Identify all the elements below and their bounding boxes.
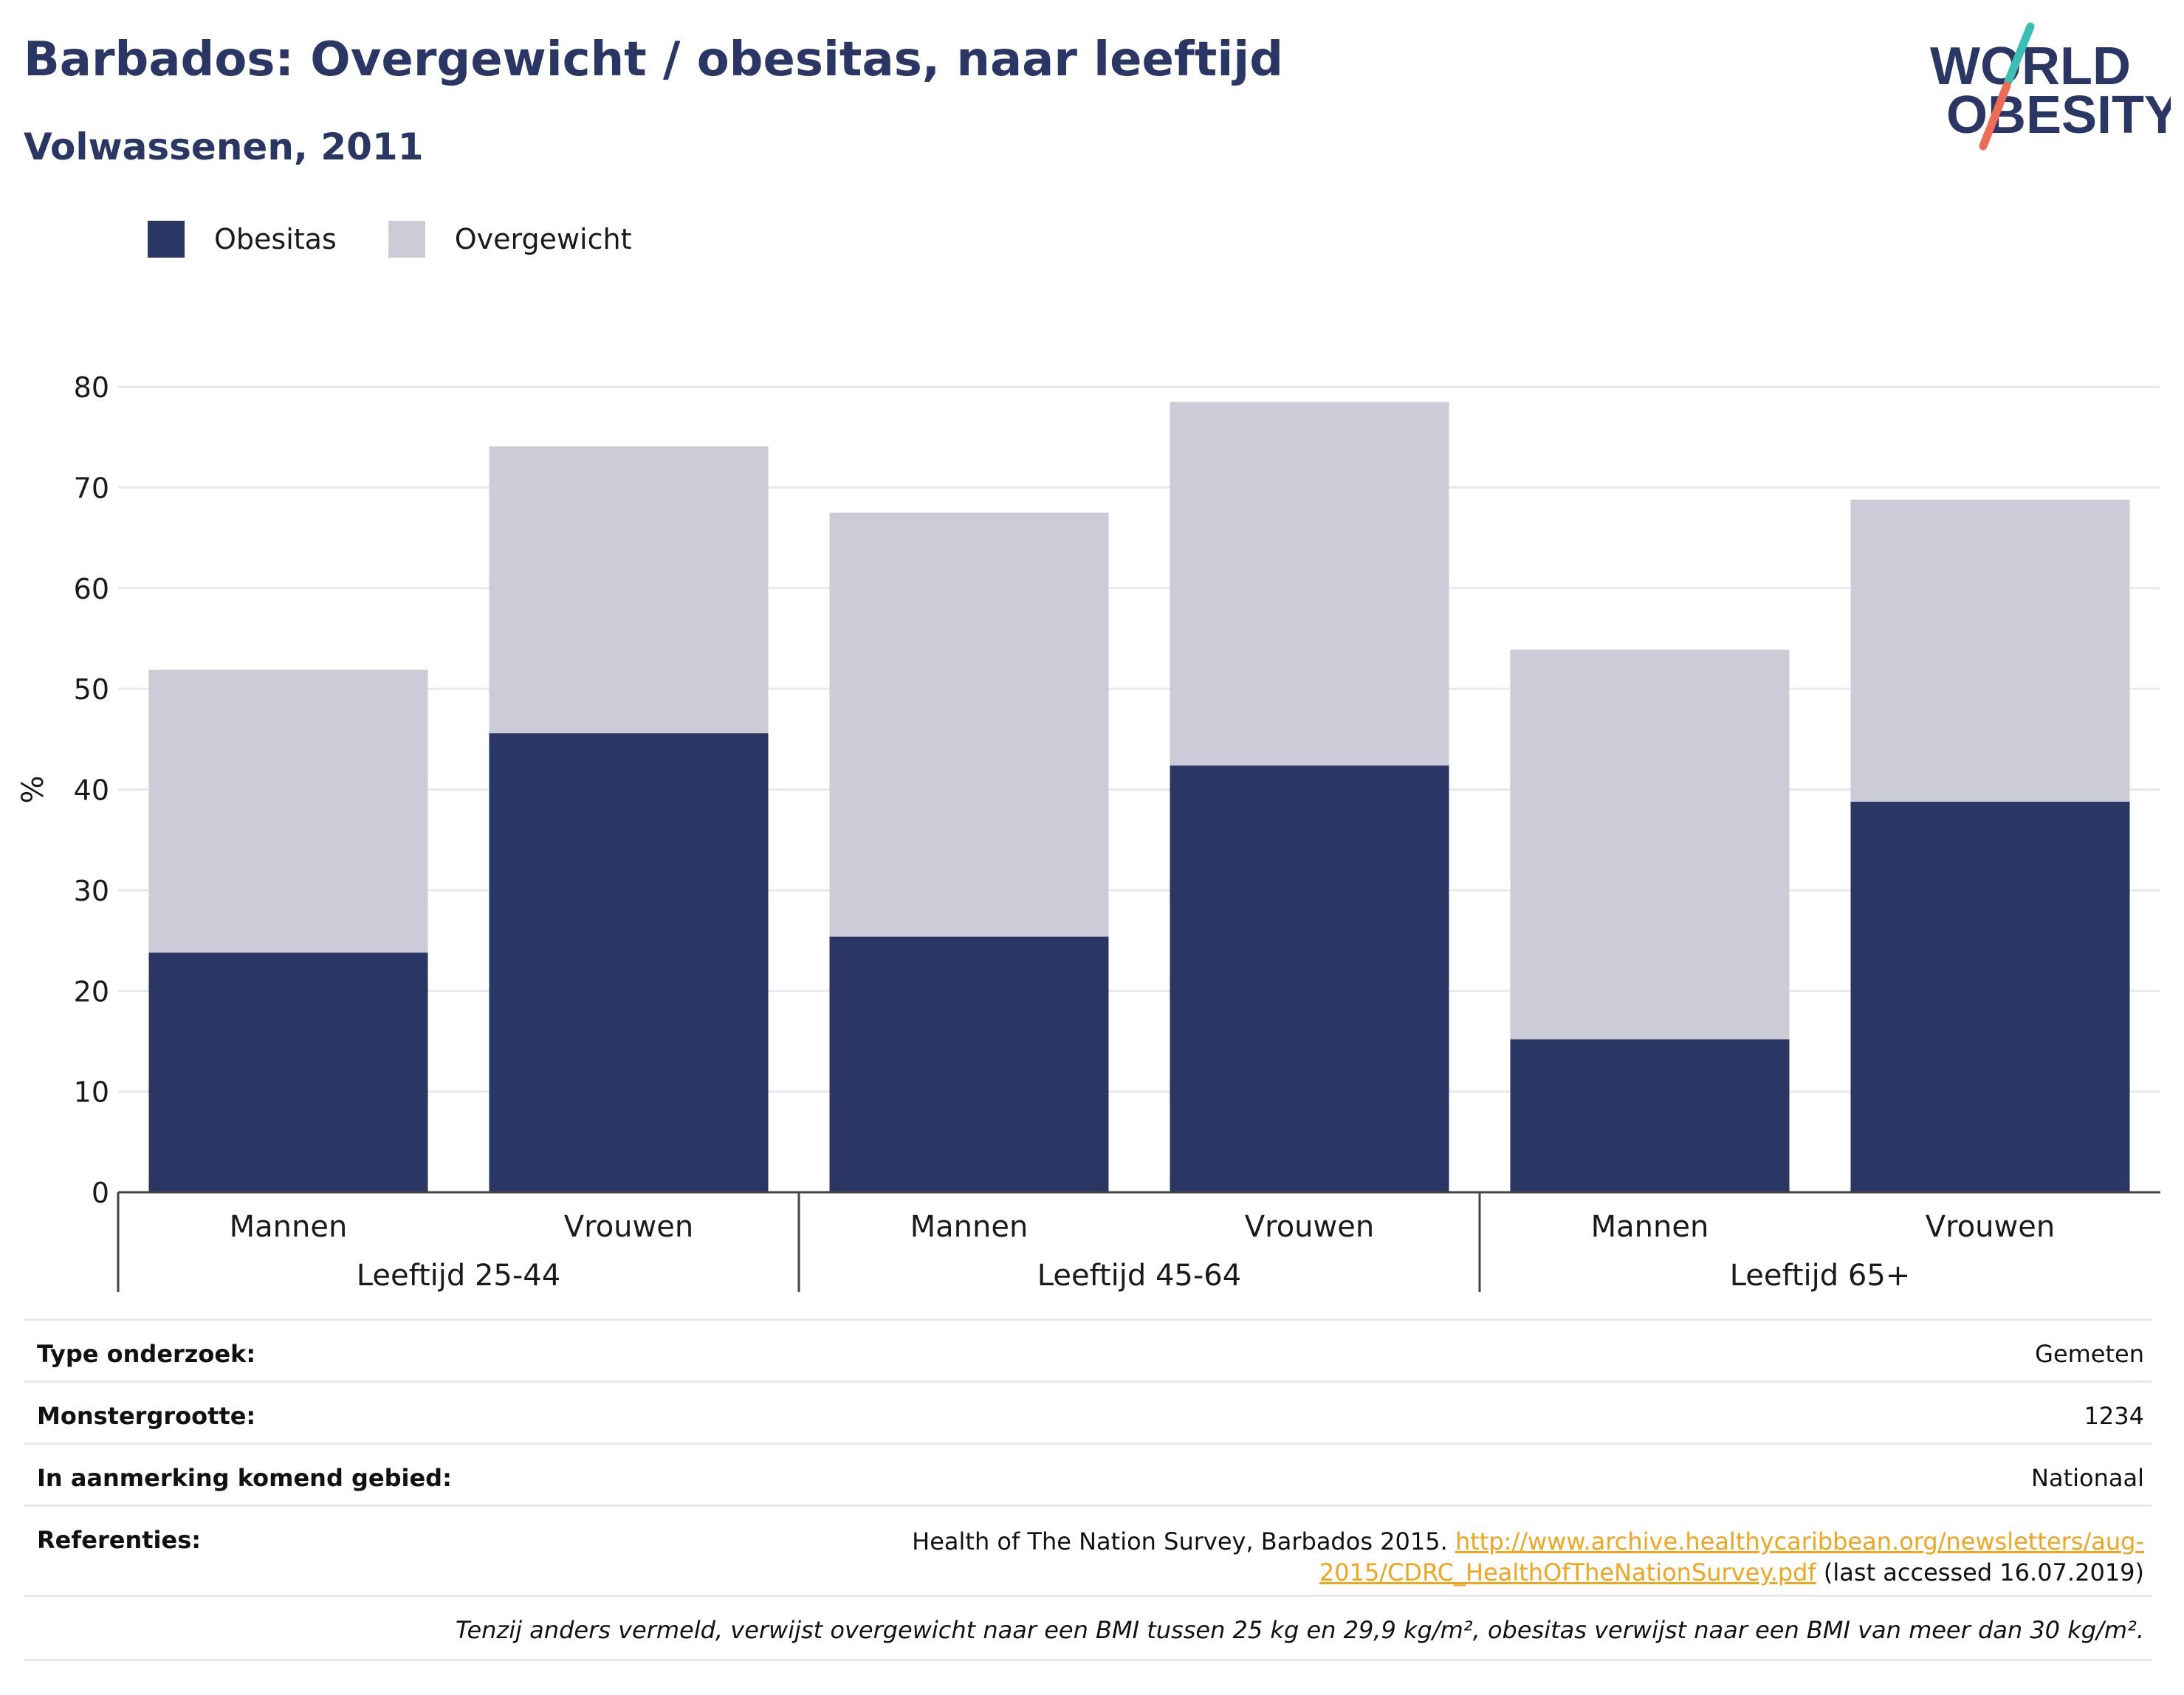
sample-value: 1234 (2084, 1402, 2144, 1430)
info-row-type: Type onderzoek: Gemeten (24, 1318, 2152, 1381)
info-table: Type onderzoek: Gemeten Monstergrootte: … (24, 1318, 2152, 1661)
y-tick-label: 80 (74, 371, 109, 404)
bar-obesitas (1510, 1039, 1790, 1192)
y-axis-ticks: 0 10 20 30 40 50 60 70 80 (74, 371, 109, 1209)
info-row-area: In aanmerking komend gebied: Nationaal (24, 1443, 2152, 1505)
bar-overgewicht (148, 670, 428, 953)
y-axis-label: % (16, 775, 50, 803)
legend-item-obesitas: Obesitas (148, 221, 337, 258)
info-row-note: Tenzij anders vermeld, verwijst overgewi… (24, 1595, 2152, 1661)
x-tick-label: Vrouwen (1245, 1210, 1374, 1244)
x-tick-label: Mannen (1591, 1210, 1709, 1244)
legend-label-overgewicht: Overgewicht (454, 223, 632, 255)
chart-legend: Obesitas Overgewicht (148, 219, 684, 260)
logo-line1: WORLD (1930, 37, 2131, 96)
ref-link-line1[interactable]: http://www.archive.healthycaribbean.org/… (1455, 1527, 2144, 1555)
info-row-sample: Monstergrootte: 1234 (24, 1381, 2152, 1443)
ref-text: Health of The Nation Survey, Barbados 20… (912, 1527, 1448, 1555)
ref-suffix: (last accessed 16.07.2019) (1823, 1558, 2144, 1586)
y-tick-label: 10 (74, 1076, 109, 1109)
y-tick-label: 30 (74, 875, 109, 907)
x-axis: Mannen Vrouwen Mannen Vrouwen Mannen VrouwenL… (117, 1191, 2160, 1292)
y-tick-label: 60 (74, 573, 109, 605)
bars (148, 402, 2130, 1192)
definition-note: Tenzij anders vermeld, verwijst overgewi… (455, 1616, 2144, 1644)
area-label: In aanmerking komend gebied: (37, 1464, 452, 1492)
type-label: Type onderzoek: (37, 1340, 256, 1368)
logo-line2: OBESITY (1946, 86, 2171, 145)
ref-value: Health of The Nation Survey, Barbados 20… (912, 1526, 2144, 1588)
x-tick-label: Mannen (910, 1210, 1029, 1244)
x-group-label: Leeftijd 25-44 (357, 1259, 560, 1292)
chart-title: Barbados: Overgewicht / obesitas, naar l… (24, 32, 1284, 87)
y-tick-label: 20 (74, 975, 109, 1008)
bar-obesitas (489, 733, 769, 1192)
bar-obesitas (829, 936, 1109, 1192)
x-group-label: Leeftijd 65+ (1730, 1259, 1911, 1292)
ref-label: Referenties: (37, 1526, 202, 1554)
y-tick-label: 70 (74, 472, 109, 504)
y-tick-label: 50 (74, 673, 109, 706)
bar-overgewicht (829, 512, 1109, 937)
legend-label-obesitas: Obesitas (214, 223, 337, 255)
bar-chart: 0 10 20 30 40 50 60 70 80 Mannen Vrouwen Mannen Vro… (16, 371, 2160, 1292)
legend-item-overgewicht: Overgewicht (388, 221, 632, 258)
bar-obesitas (1170, 765, 1449, 1192)
legend-swatch-overgewicht (388, 221, 425, 258)
bar-obesitas (1850, 801, 2130, 1192)
type-value: Gemeten (2035, 1340, 2144, 1368)
x-tick-label: Mannen (230, 1210, 348, 1244)
logo-slash-teal (2004, 22, 2035, 86)
logo-slash-coral (1979, 81, 2011, 151)
y-tick-label: 0 (92, 1177, 109, 1209)
info-row-references: Referenties: Health of The Nation Survey… (24, 1505, 2152, 1595)
x-group-label: Leeftijd 45-64 (1037, 1259, 1241, 1292)
y-tick-label: 40 (74, 774, 109, 807)
grid-lines (118, 385, 2160, 1093)
chart-subtitle: Volwassenen, 2011 (24, 126, 424, 168)
bar-overgewicht (1850, 499, 2130, 802)
legend-swatch-obesitas (148, 221, 185, 258)
bar-overgewicht (1510, 649, 1790, 1039)
world-obesity-logo: WORLD OBESITY (1930, 22, 2171, 151)
ref-link-line2[interactable]: 2015/CDRC_HealthOfTheNationSurvey.pdf (1319, 1558, 1816, 1586)
x-tick-label: Vrouwen (1926, 1210, 2055, 1244)
area-value: Nationaal (2031, 1464, 2144, 1492)
bar-overgewicht (489, 446, 769, 734)
sample-label: Monstergrootte: (37, 1402, 256, 1430)
bar-obesitas (148, 952, 428, 1192)
bar-overgewicht (1170, 402, 1449, 766)
x-tick-label: Vrouwen (564, 1210, 693, 1244)
